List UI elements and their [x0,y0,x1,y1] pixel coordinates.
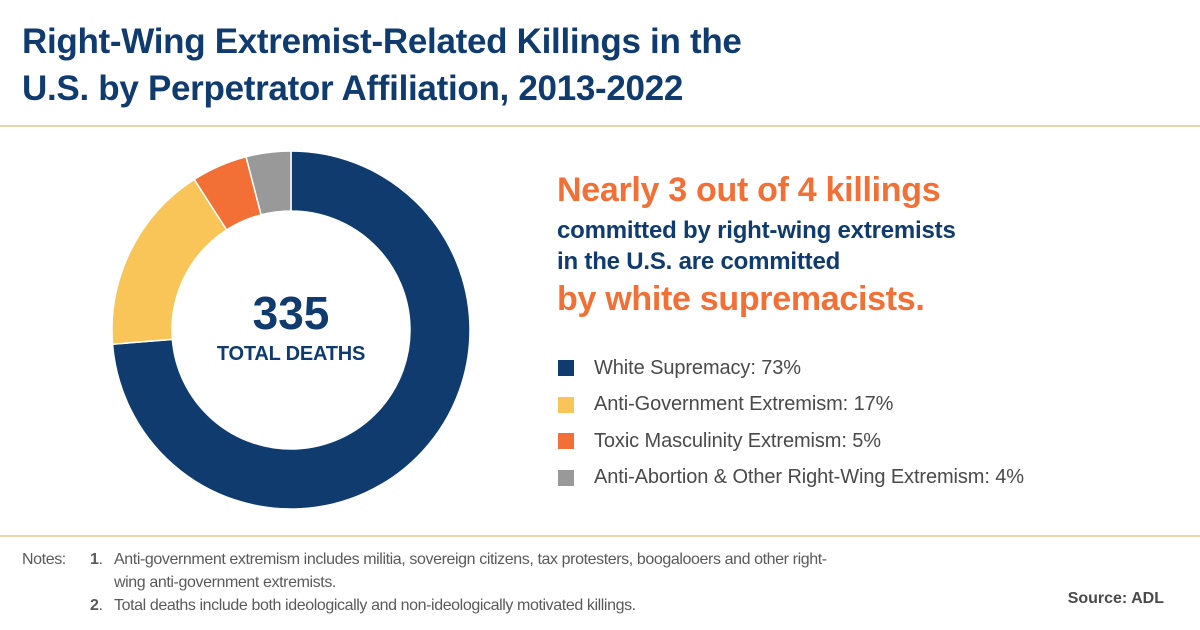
title-line-1: Right-Wing Extremist-Related Killings in… [22,22,742,61]
notes-prefix: Notes: [22,551,66,568]
note-2: 2. Total deaths include both ideological… [22,594,834,617]
legend-label: Anti-Government Extremism: 17% [594,393,894,416]
note-number-value: 1 [90,551,99,568]
donut-center: 335 TOTAL DEATHS [111,150,471,510]
notes-prefix-spacer [22,594,90,617]
chart-title: Right-Wing Extremist-Related Killings in… [22,18,922,112]
top-divider [0,125,1200,127]
legend-swatch-icon [558,396,574,413]
headline-line-3: in the U.S. are committed [557,248,841,275]
note-text: Total deaths include both ideologically … [114,597,636,614]
total-deaths-label: TOTAL DEATHS [216,343,366,365]
legend-item-white-supremacy: White Supremacy: 73% [558,350,1178,387]
legend-label: Anti-Abortion & Other Right-Wing Extremi… [594,466,1024,489]
donut-chart: 335 TOTAL DEATHS [111,150,471,510]
donut-segment-anti-abortion-other-right-wing-extremism [245,150,292,216]
bottom-divider [0,535,1200,537]
legend-swatch-icon [558,360,574,377]
legend-swatch-icon [558,469,574,486]
donut-svg [111,150,471,510]
headline-line-4: by white supremacists. [557,280,925,318]
title-line-2: U.S. by Perpetrator Affiliation, 2013-20… [22,69,684,108]
note-number: 1. [90,551,103,568]
legend-label: White Supremacy: 73% [594,356,801,379]
note-number: 2. [90,597,103,614]
legend-label: Toxic Masculinity Extremism: 5% [594,429,881,452]
headline-line-2: committed by right-wing extremists [557,217,956,244]
legend-item-toxic-masculinity: Toxic Masculinity Extremism: 5% [558,423,1178,460]
note-number-value: 2 [90,597,99,614]
total-deaths-value: 335 [252,287,330,339]
legend-item-anti-abortion-other: Anti-Abortion & Other Right-Wing Extremi… [558,460,1178,497]
donut-segment-white-supremacy [111,150,471,510]
headline-line-1: Nearly 3 out of 4 killings [557,171,941,209]
legend-swatch-icon [558,433,574,450]
note-text: Anti-government extremism includes milit… [114,551,827,591]
source-credit: Source: ADL [1067,590,1164,607]
note-1: Notes: 1. Anti-government extremism incl… [22,548,834,594]
legend-item-anti-government: Anti-Government Extremism: 17% [558,387,1178,424]
notes: Notes: 1. Anti-government extremism incl… [22,548,834,617]
legend: White Supremacy: 73% Anti-Government Ext… [558,350,1178,496]
headline: Nearly 3 out of 4 killings committed by … [557,170,1157,319]
